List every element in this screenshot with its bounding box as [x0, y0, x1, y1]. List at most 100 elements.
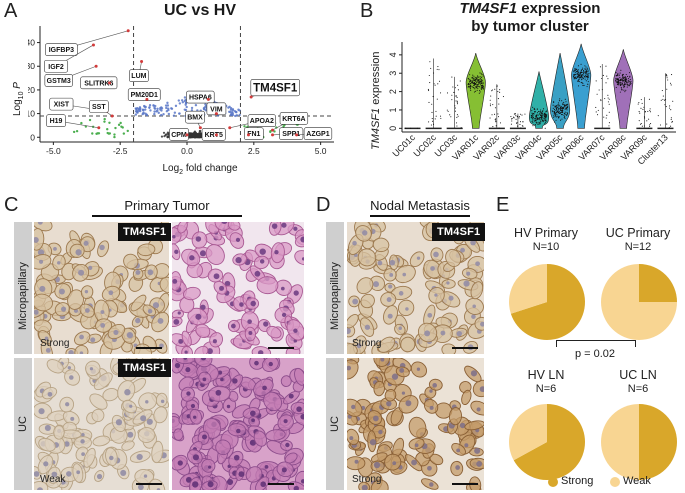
volcano-label-box [80, 76, 118, 90]
volcano-gene-label: CPM [171, 132, 187, 139]
tissue-nucleus [195, 313, 202, 320]
violin-point [630, 83, 632, 85]
tissue-nucleus [264, 464, 269, 469]
violin-point [533, 118, 535, 120]
tissue-cell [461, 389, 472, 406]
violin-point [620, 78, 623, 80]
violin-point [477, 85, 479, 87]
violin-point [584, 65, 586, 67]
violin-point [565, 101, 567, 103]
staining-label-c2: Weak [40, 474, 66, 485]
tissue-nucleus [193, 415, 197, 419]
volcano-gene-label: VIM [210, 106, 223, 113]
violin-point [560, 114, 562, 116]
tissue-nucleus [96, 473, 103, 480]
tissue-nucleus [221, 222, 228, 225]
panel-letter-a: A [4, 0, 18, 22]
tissue-nucleus [178, 338, 184, 344]
violin-point [648, 118, 650, 120]
violin-point [457, 115, 459, 117]
violin-point [435, 110, 437, 112]
violin-point [629, 80, 631, 82]
tissue-nucleus [184, 350, 188, 354]
violin-point [456, 103, 459, 105]
violin-point [479, 86, 481, 88]
violin-point [482, 84, 484, 86]
violin-var06c [571, 43, 592, 129]
violin-point [580, 69, 582, 71]
violin-point [428, 121, 430, 123]
tissue-cell [89, 393, 108, 410]
violin-point [560, 109, 562, 111]
he-tile-micropapillary-primary [172, 222, 304, 354]
violin-point [627, 81, 629, 83]
tissue-nucleus [470, 370, 478, 377]
violin-point [456, 116, 458, 118]
tissue-nucleus [456, 330, 462, 337]
violin-point [449, 114, 451, 116]
tissue-nucleus [136, 453, 143, 461]
violin-point [434, 84, 436, 86]
tissue-nucleus [146, 418, 153, 425]
volcano-point [166, 101, 169, 105]
tissue-cells [34, 222, 169, 354]
violin-point [562, 104, 564, 106]
violin-point [446, 109, 448, 111]
violin-point [518, 117, 520, 119]
violin-point [583, 73, 585, 75]
violin-point [475, 83, 477, 85]
volcano-point [148, 104, 152, 107]
staining-label-d2: Strong [352, 474, 382, 485]
violin-point [467, 83, 469, 86]
violin-point [670, 109, 672, 111]
tissue-nucleus [402, 272, 407, 277]
violin-point [474, 80, 476, 82]
violin-point [587, 75, 589, 77]
volcano-point [91, 132, 94, 135]
tissue-nucleus [88, 265, 93, 270]
volcano-gene-label: SPP1 [282, 131, 300, 138]
violin-point [582, 77, 584, 79]
tissue-nucleus [124, 389, 131, 396]
tissue-nucleus [200, 304, 206, 310]
violin-point [620, 86, 622, 89]
violin-point [624, 76, 626, 78]
violin-point [535, 118, 537, 121]
violin-point [622, 78, 624, 80]
violin-point [432, 123, 435, 125]
tissue-cell [151, 440, 164, 464]
volcano-xtick-label: 0.0 [181, 146, 193, 156]
violin-point [546, 110, 548, 112]
tissue-cells [172, 358, 304, 490]
violin-point [478, 85, 480, 87]
tissue-nucleus [429, 482, 434, 487]
violin-point [428, 89, 430, 92]
volcano-point [238, 109, 241, 112]
violin-point [453, 91, 455, 93]
tissue-nucleus [352, 240, 357, 246]
volcano-point [181, 101, 185, 104]
violin-point [669, 105, 671, 107]
tissue-nucleus [76, 470, 81, 475]
volcano-labeled-point [214, 133, 218, 137]
violin-point [532, 115, 534, 117]
tissue-nucleus [78, 269, 85, 276]
violin-point [491, 114, 493, 116]
violin-point [512, 116, 515, 118]
violin-point [619, 80, 622, 82]
tissue-cell [91, 408, 105, 423]
volcano-point [75, 129, 79, 133]
violin-point [535, 116, 537, 118]
volcano-gene-label: H19 [50, 118, 63, 125]
violin-point [578, 72, 580, 74]
violin-point [532, 116, 534, 118]
violin-point [544, 127, 546, 129]
violin-point [582, 84, 584, 86]
violin-point [564, 113, 566, 115]
violin-point [619, 79, 622, 81]
violin-point [625, 83, 627, 85]
violin-point [405, 127, 407, 129]
volcano-label-box [201, 128, 226, 141]
tissue-nucleus [192, 481, 199, 488]
violin-point [535, 121, 537, 123]
